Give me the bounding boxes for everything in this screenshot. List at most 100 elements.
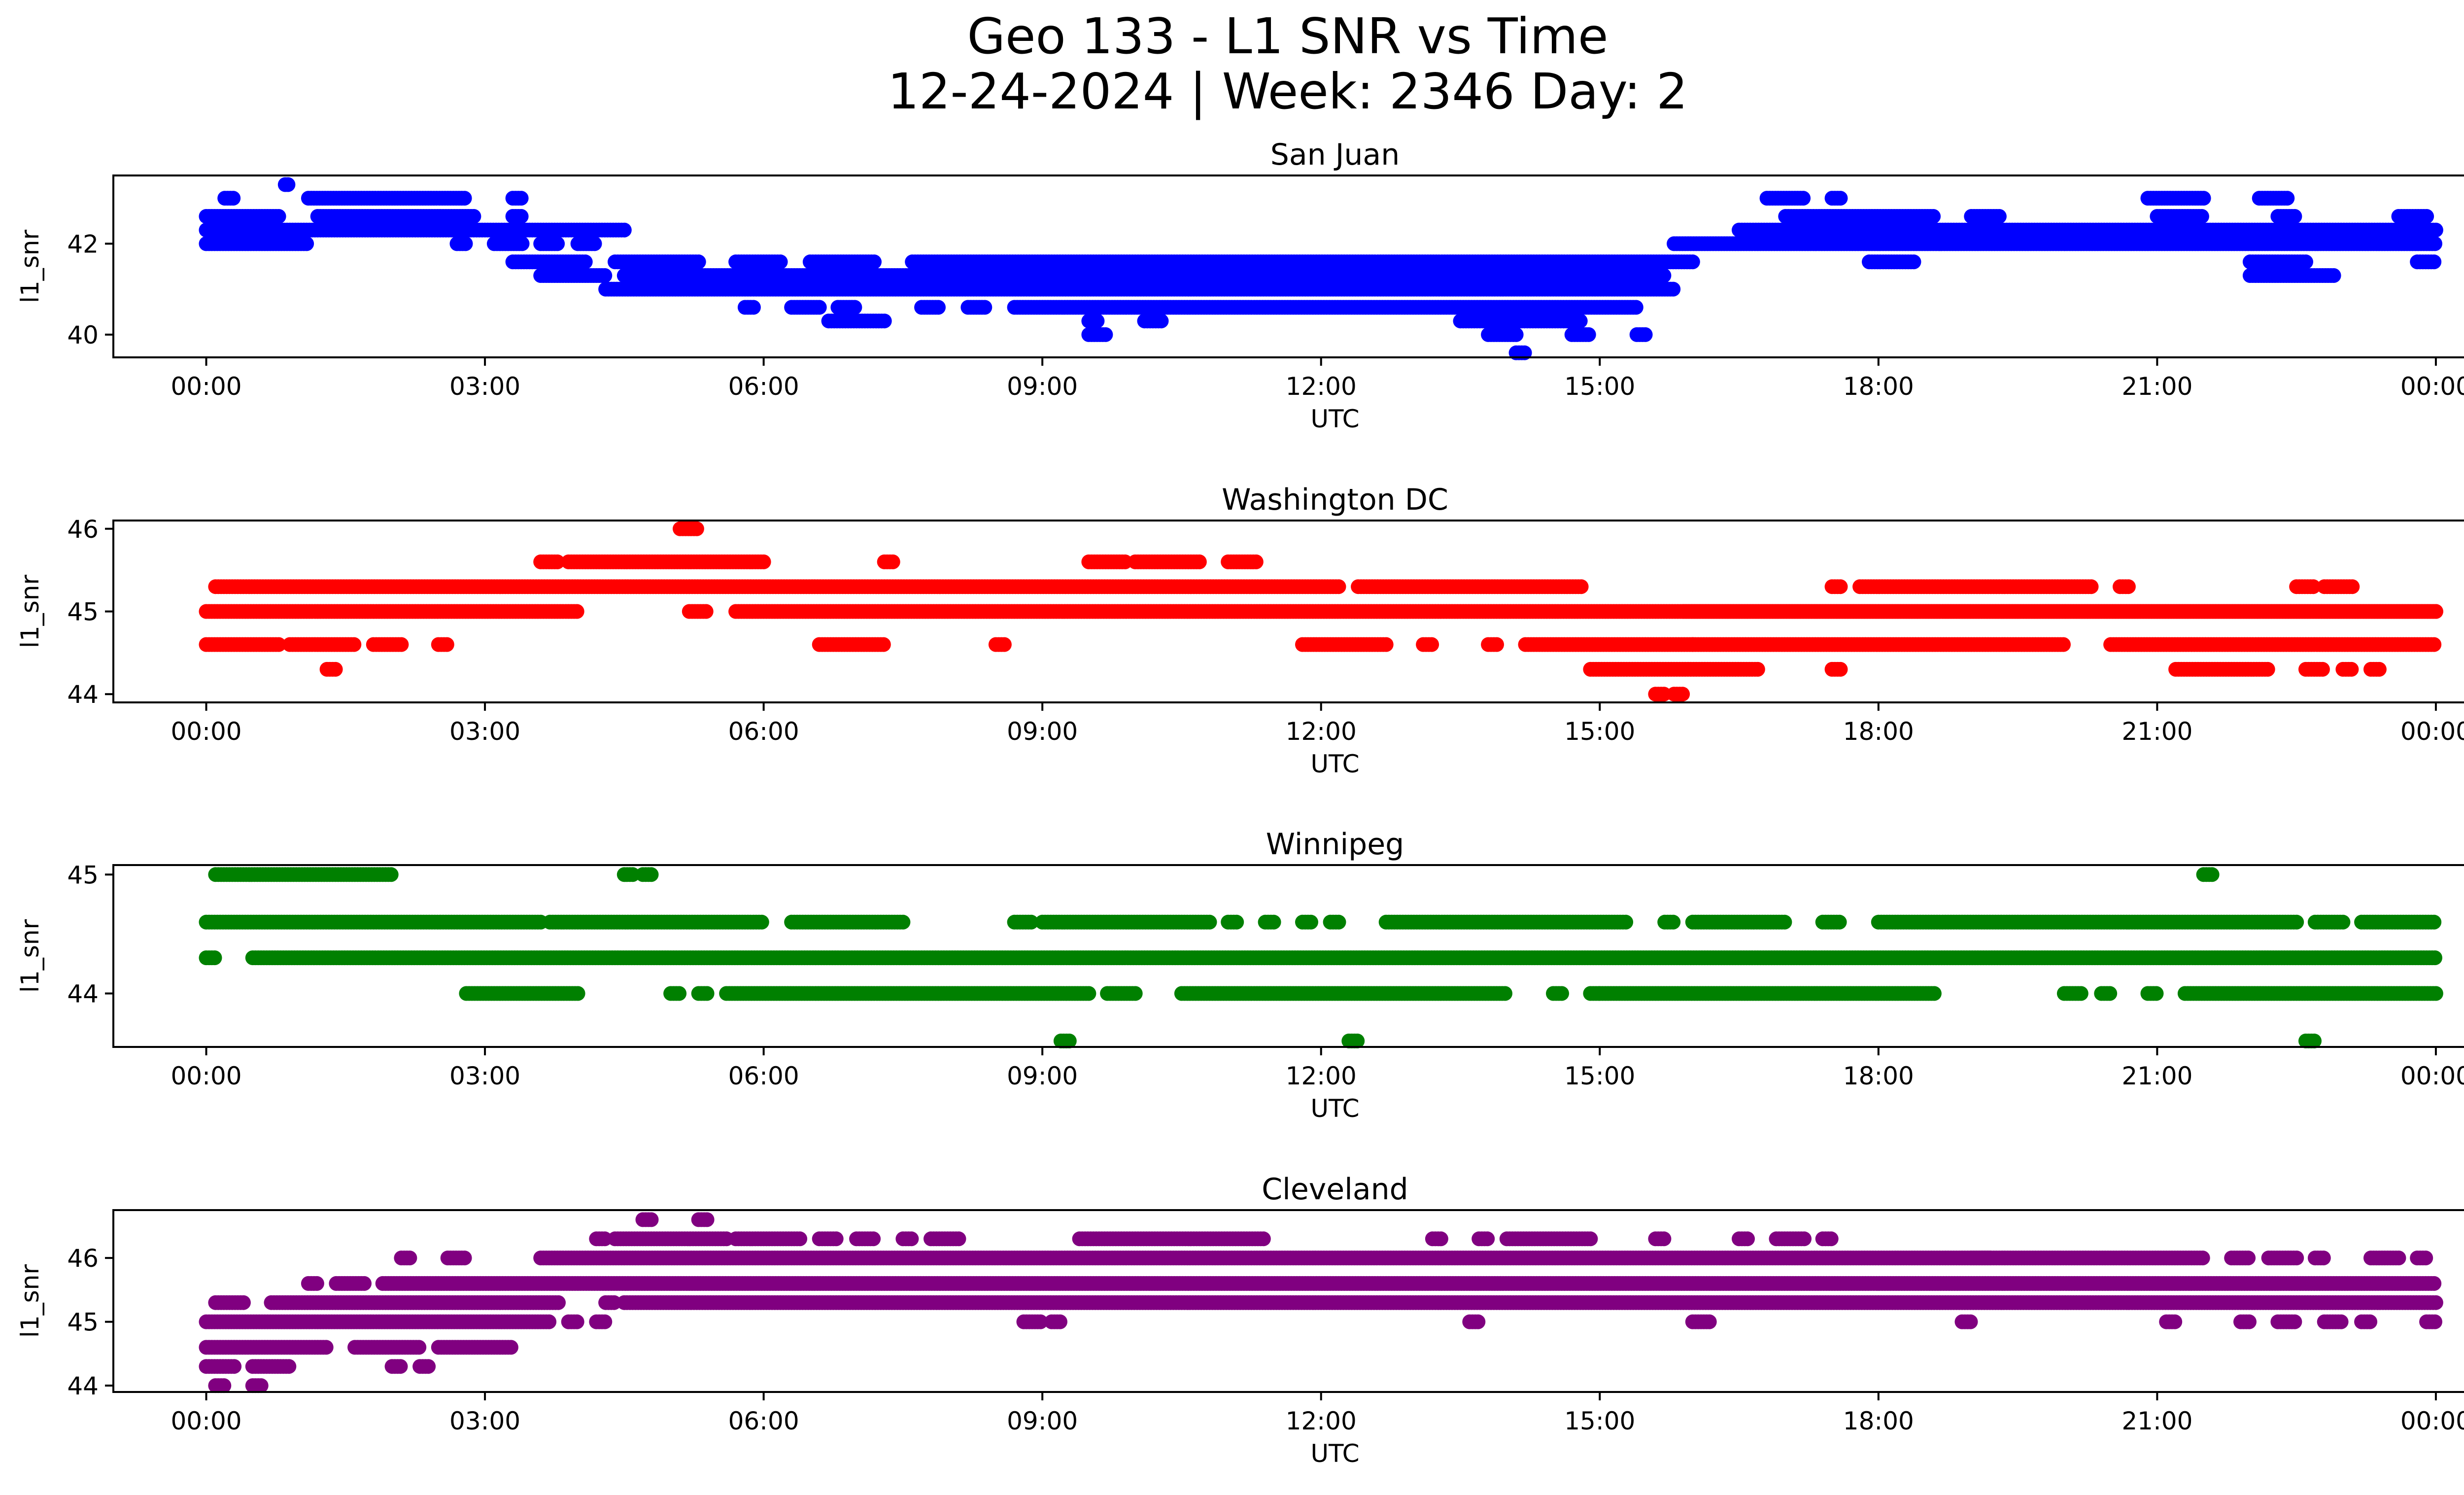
data-point bbox=[698, 604, 714, 619]
data-point bbox=[2427, 254, 2442, 270]
series-washington-dc-45-3 bbox=[208, 579, 2360, 594]
data-point bbox=[1666, 281, 1681, 297]
series-washington-dc-45-6 bbox=[533, 554, 1264, 569]
data-point bbox=[513, 209, 529, 224]
data-point bbox=[1154, 313, 1169, 329]
data-point bbox=[977, 300, 992, 315]
data-point bbox=[1685, 254, 1700, 270]
data-point bbox=[328, 661, 343, 677]
data-point bbox=[616, 222, 632, 238]
data-point bbox=[597, 268, 613, 283]
data-point bbox=[876, 637, 891, 652]
data-point bbox=[2298, 254, 2313, 270]
data-point bbox=[847, 300, 862, 315]
data-point bbox=[550, 236, 565, 251]
data-point bbox=[514, 236, 530, 251]
data-point bbox=[1833, 579, 1848, 594]
data-point bbox=[1656, 268, 1672, 283]
data-point bbox=[1638, 327, 1653, 342]
data-point bbox=[2056, 637, 2071, 652]
data-point bbox=[996, 637, 1012, 652]
data-point bbox=[457, 191, 472, 206]
y-tick-label: 40 bbox=[67, 321, 99, 349]
data-point bbox=[756, 554, 771, 569]
figure-title-line1: Geo 133 - L1 SNR vs Time bbox=[967, 7, 1608, 65]
data-point bbox=[867, 254, 882, 270]
data-point bbox=[746, 300, 761, 315]
figure-title-line2: 12-24-2024 | Week: 2346 Day: 2 bbox=[888, 63, 1688, 120]
data-point bbox=[885, 554, 900, 569]
data-point bbox=[931, 300, 946, 315]
data-point bbox=[346, 637, 362, 652]
x-tick-label: 15:00 bbox=[1564, 372, 1635, 401]
data-point bbox=[1991, 209, 2007, 224]
data-point bbox=[2196, 191, 2211, 206]
x-tick-label: 12:00 bbox=[1286, 372, 1357, 401]
data-point bbox=[1331, 579, 1346, 594]
data-point bbox=[394, 637, 409, 652]
data-point bbox=[439, 637, 454, 652]
data-point bbox=[1906, 254, 1921, 270]
data-point bbox=[877, 313, 892, 329]
data-point bbox=[1098, 327, 1113, 342]
series-san-juan-40-0 bbox=[1081, 327, 1653, 342]
data-point bbox=[1926, 209, 1941, 224]
series-washington-dc-45-0 bbox=[199, 604, 2443, 619]
data-point bbox=[2344, 661, 2359, 677]
y-axis-label-san-juan: l1_snr bbox=[16, 230, 44, 303]
x-tick-label: 06:00 bbox=[728, 372, 799, 401]
data-point bbox=[1833, 661, 1848, 677]
y-tick-label: 42 bbox=[67, 230, 99, 258]
series-group-san-juan bbox=[199, 177, 2443, 360]
data-point bbox=[1378, 637, 1394, 652]
data-point bbox=[2428, 236, 2442, 251]
data-point bbox=[1750, 661, 1765, 677]
data-point bbox=[2121, 579, 2136, 594]
data-point bbox=[1581, 327, 1596, 342]
data-point bbox=[2084, 579, 2099, 594]
series-san-juan-41-6 bbox=[505, 254, 2442, 270]
data-point bbox=[773, 254, 788, 270]
data-point bbox=[2428, 604, 2443, 619]
data-point bbox=[1508, 327, 1524, 342]
data-point bbox=[2280, 191, 2295, 206]
data-point bbox=[2345, 579, 2360, 594]
x-tick-label: 00:00 bbox=[2400, 372, 2464, 401]
series-san-juan-41-3 bbox=[533, 268, 2341, 283]
panel-title-san-juan: San Juan bbox=[1270, 138, 1400, 172]
x-axis-label-san-juan: UTC bbox=[1310, 405, 1359, 433]
series-san-juan-40-3 bbox=[821, 313, 1588, 329]
data-point bbox=[458, 236, 473, 251]
x-tick-label: 03:00 bbox=[449, 372, 520, 401]
data-point bbox=[1833, 191, 1848, 206]
data-point bbox=[2260, 661, 2275, 677]
data-point bbox=[569, 604, 584, 619]
data-point bbox=[280, 177, 296, 192]
data-point bbox=[2419, 209, 2434, 224]
data-point bbox=[587, 236, 602, 251]
data-point bbox=[1090, 313, 1105, 329]
data-point bbox=[691, 254, 706, 270]
data-point bbox=[2427, 637, 2442, 652]
data-point bbox=[513, 191, 529, 206]
data-point bbox=[1489, 637, 1504, 652]
series-san-juan-43-0 bbox=[217, 191, 2295, 206]
data-point bbox=[1628, 300, 1643, 315]
data-point bbox=[1424, 637, 1439, 652]
series-group-washington-dc bbox=[199, 521, 2443, 702]
series-san-juan-42-0 bbox=[199, 236, 2442, 251]
data-point bbox=[299, 236, 314, 251]
data-point bbox=[2326, 268, 2341, 283]
x-tick-label: 18:00 bbox=[1843, 372, 1914, 401]
series-san-juan-41-0 bbox=[598, 281, 1681, 297]
panel-title-washington-dc: Washington DC bbox=[1222, 483, 1448, 517]
series-washington-dc-44-3 bbox=[319, 661, 2387, 677]
series-san-juan-40-6 bbox=[737, 300, 1643, 315]
series-san-juan-42-3 bbox=[199, 222, 2443, 238]
series-washington-dc-44-6 bbox=[199, 637, 2442, 652]
data-point bbox=[1574, 579, 1589, 594]
data-point bbox=[466, 209, 481, 224]
